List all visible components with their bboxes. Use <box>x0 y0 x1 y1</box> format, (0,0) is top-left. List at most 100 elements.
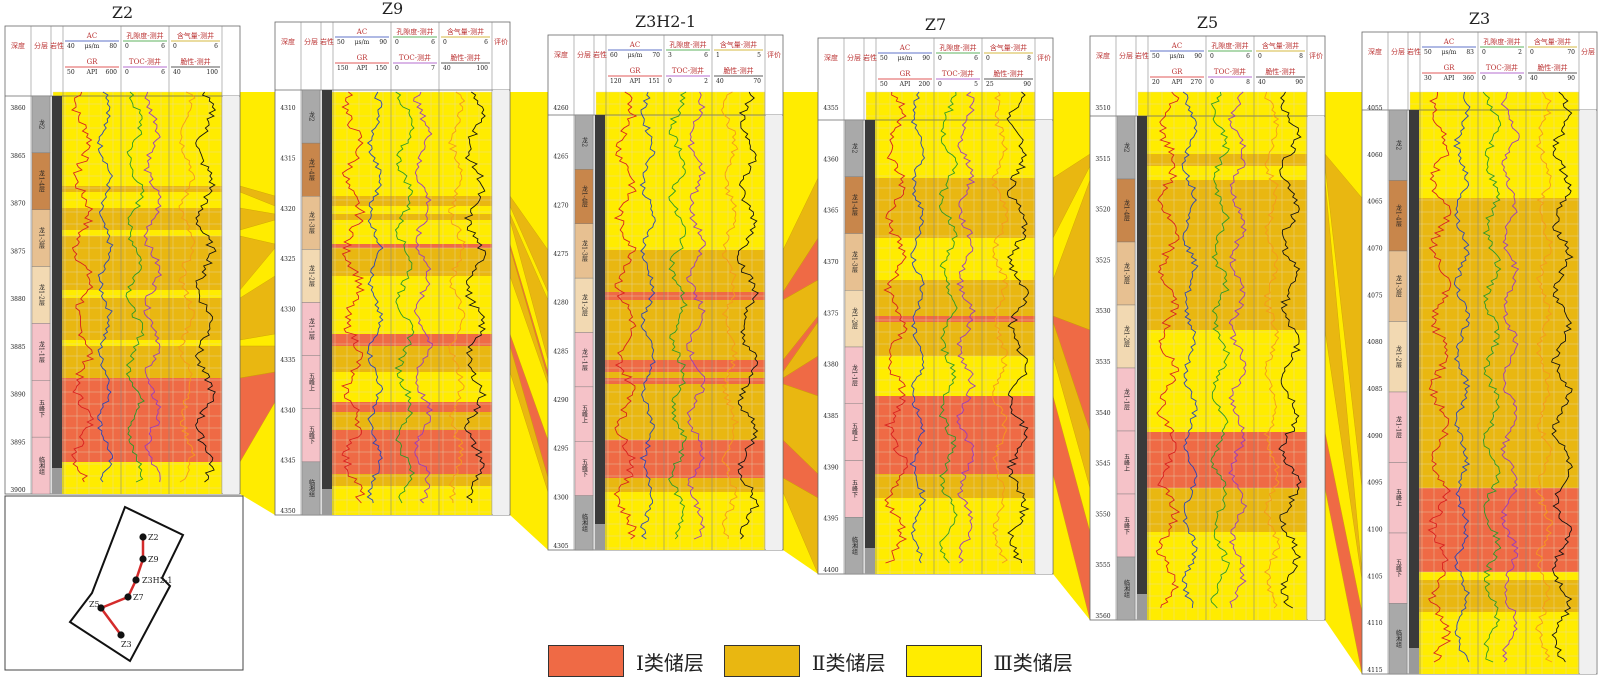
lithology-header: 岩性 <box>593 50 607 59</box>
curve-name: 孔隙度-测井 <box>1483 37 1520 46</box>
curve-name: GR <box>900 70 912 78</box>
curve-max: 6 <box>161 43 165 50</box>
curve-brittle <box>194 91 217 483</box>
legend-label-class2: Ⅱ类储层 <box>811 650 886 675</box>
curve-min: 40 <box>67 43 75 50</box>
curve-max: 90 <box>1023 81 1031 88</box>
curve-name: GR <box>1444 64 1456 72</box>
curve-name: TOC-测井 <box>129 57 161 66</box>
curve-max: 8 <box>1027 55 1031 62</box>
curve-max: 6 <box>974 55 978 62</box>
curve-max: 70 <box>652 52 660 59</box>
layer-header: 分层 <box>34 41 48 50</box>
layer-label: 龙1-1层 <box>1123 388 1130 412</box>
reservoir-band <box>1138 180 1307 330</box>
curve-max: 6 <box>1246 53 1250 60</box>
layer-header: 分层 <box>847 53 861 62</box>
depth-tick: 4300 <box>553 494 568 501</box>
legend-label-class3: Ⅲ类储层 <box>993 650 1073 675</box>
layer-cell <box>844 517 864 575</box>
lithology-header: 岩性 <box>320 37 334 46</box>
depth-tick: 4390 <box>823 464 838 471</box>
depth-tick: 4400 <box>823 567 838 574</box>
layer-header: 分层 <box>1119 51 1133 60</box>
curve-max: 90 <box>1194 53 1202 60</box>
curve-brittle <box>1278 91 1302 609</box>
curve-name: AC <box>1171 42 1182 50</box>
layer-label: 龙1-2层 <box>581 294 588 318</box>
layer-label: 龙1-3层 <box>38 227 45 251</box>
curve-name: 脆性-测井 <box>993 69 1023 78</box>
curve-min: 40 <box>1530 75 1538 82</box>
curve-max: 100 <box>477 65 489 72</box>
curve-min: 0 <box>1482 49 1486 56</box>
lithology-column <box>865 120 875 574</box>
curve-ac <box>1453 91 1471 663</box>
lithology-base <box>52 468 62 494</box>
layer-label: 龙1-2层 <box>38 283 45 307</box>
layer-label: 龙1-4层 <box>581 185 588 209</box>
layer-label: 五峰上 <box>581 405 588 423</box>
depth-tick: 4260 <box>553 105 568 112</box>
curve-gas <box>1535 91 1553 663</box>
curve-name: 孔隙度-测井 <box>939 43 976 52</box>
depth-tick: 4380 <box>823 362 838 369</box>
reservoir-legend: Ⅰ类储层 Ⅱ类储层 Ⅲ类储层 <box>548 644 1093 678</box>
layer-cell <box>1388 603 1408 675</box>
curve-ac <box>639 91 656 540</box>
curve-name: TOC-测井 <box>1214 67 1246 76</box>
depth-tick: 3885 <box>10 344 25 351</box>
eval-header: 评价 <box>1309 52 1323 60</box>
lithology-column <box>1409 110 1419 674</box>
curve-max: 6 <box>484 39 488 46</box>
curve-min: 50 <box>1424 49 1432 56</box>
curve-min: 0 <box>395 65 399 72</box>
reservoir-band <box>1138 330 1307 432</box>
curve-min: 1 <box>716 52 720 59</box>
eval-column <box>1308 116 1324 620</box>
lithology-header: 岩性 <box>50 41 64 50</box>
curve-unit: API <box>1171 79 1183 86</box>
curve-brittle <box>736 91 760 540</box>
depth-tick: 4355 <box>823 105 838 112</box>
map-well-point <box>124 593 132 601</box>
lithology-header: 岩性 <box>1407 47 1421 56</box>
layer-cell <box>574 495 594 551</box>
lithology-header: 岩性 <box>1135 51 1149 60</box>
curve-ac <box>366 91 384 504</box>
track-grid <box>865 91 1035 574</box>
curve-min: 120 <box>610 78 622 85</box>
lithology-base <box>322 489 332 515</box>
eval-column <box>1036 120 1052 574</box>
layer-label: 龙1-3层 <box>308 211 315 235</box>
curve-gr <box>1427 92 1452 663</box>
map-well-point <box>132 576 140 584</box>
lithology-column <box>52 96 62 494</box>
curve-gr <box>1155 91 1181 609</box>
reservoir-band <box>596 250 765 292</box>
curve-gr <box>340 91 366 504</box>
reservoir-band <box>866 316 1035 322</box>
depth-tick: 3555 <box>1095 562 1110 569</box>
map-well-line <box>99 537 145 636</box>
lithology-column <box>595 115 605 550</box>
reservoir-band <box>323 486 492 515</box>
curve-por <box>394 91 416 504</box>
curve-unit: API <box>356 65 368 72</box>
curve-min: 0 <box>986 55 990 62</box>
curve-gr <box>613 91 638 540</box>
depth-tick: 3890 <box>10 392 25 399</box>
curve-max: 5 <box>757 52 761 59</box>
reservoir-band <box>53 230 222 236</box>
map-well-point <box>117 631 125 639</box>
curve-max: 90 <box>379 39 387 46</box>
curve-min: 0 <box>1258 53 1262 60</box>
log-curves <box>1427 91 1574 663</box>
depth-tick: 4270 <box>553 202 568 209</box>
curve-ac <box>909 91 927 564</box>
curve-name: 孔隙度-测井 <box>396 27 433 36</box>
